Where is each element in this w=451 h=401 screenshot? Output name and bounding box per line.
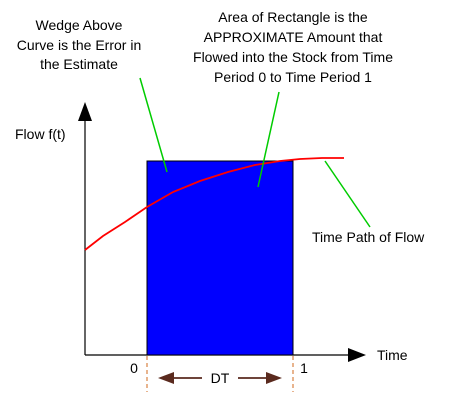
dt-label: DT bbox=[211, 370, 230, 386]
rectangle-annotation-line-3: Flowed into the Stock from Time bbox=[193, 49, 393, 65]
dt-right-arrowhead bbox=[266, 372, 282, 384]
x-axis-arrowhead bbox=[348, 348, 366, 362]
tick-label-start: 0 bbox=[130, 360, 138, 376]
y-axis-arrowhead bbox=[78, 102, 92, 121]
rectangle-annotation-line-2: APPROXIMATE Amount that bbox=[204, 29, 383, 45]
wedge-annotation-line-3: the Estimate bbox=[40, 56, 118, 72]
wedge-annotation-line-1: Wedge Above bbox=[36, 17, 123, 33]
rectangle-annotation-line-4: Period 0 to Time Period 1 bbox=[214, 69, 372, 85]
flow-curve bbox=[84, 157, 344, 251]
rectangle-area bbox=[146, 160, 294, 356]
time-path-pointer bbox=[324, 160, 371, 228]
rectangle-annotation-line-1: Area of Rectangle is the bbox=[218, 9, 368, 25]
time-path-annotation: Time Path of Flow bbox=[312, 229, 425, 245]
x-axis-label: Time bbox=[377, 347, 408, 363]
wedge-annotation-line-2: Curve is the Error in bbox=[17, 37, 141, 53]
tick-label-end: 1 bbox=[300, 360, 308, 376]
dt-left-arrowhead bbox=[158, 372, 174, 384]
y-axis-label: Flow f(t) bbox=[15, 126, 66, 142]
wedge-pointer bbox=[139, 77, 168, 173]
rectangle-pointer bbox=[257, 91, 280, 188]
